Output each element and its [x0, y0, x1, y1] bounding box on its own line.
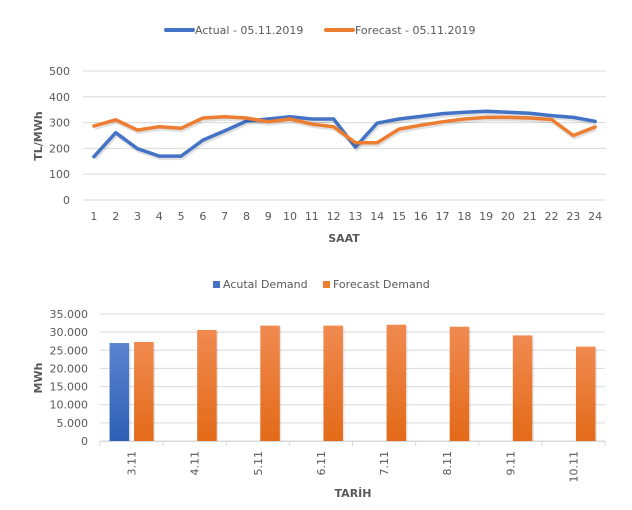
- bar-forecast-demand: [449, 326, 470, 441]
- bar-forecast-demand: [197, 329, 217, 441]
- x-tick-label: 8.11: [441, 451, 454, 476]
- line-chart-gridlines: [83, 70, 606, 201]
- x-tick-label: 23: [566, 210, 580, 223]
- y-tick-label: 10.000: [50, 399, 89, 412]
- bar-chart-y-ticks: 0 5.000 10.000 15.000 20.000 25.000 30.000 35.0…: [50, 308, 89, 448]
- y-tick-label: 0: [63, 194, 70, 207]
- x-tick-label: 2: [112, 210, 119, 223]
- x-tick-label: 20: [501, 210, 515, 223]
- x-tick-label: 7: [221, 210, 228, 223]
- bar-chart-y-axis-title: MWh: [32, 363, 45, 394]
- bar-forecast-demand: [260, 325, 280, 441]
- bar-forecast-demand: [575, 346, 596, 441]
- bar-forecast-demand: [323, 325, 343, 441]
- y-tick-label: 100: [49, 168, 70, 181]
- line-chart-series: [92, 109, 597, 161]
- y-tick-label: 300: [49, 117, 70, 130]
- x-tick-label: 17: [436, 210, 450, 223]
- x-tick-label: 3.11: [126, 451, 139, 476]
- legend-label-actual: Actual - 05.11.2019: [195, 24, 303, 37]
- x-tick-label: 14: [370, 210, 384, 223]
- legend-swatch-actual-demand: [213, 281, 220, 288]
- y-tick-label: 400: [49, 91, 70, 104]
- y-tick-label: 30.000: [50, 326, 89, 339]
- legend-label-forecast-demand: Forecast Demand: [333, 278, 430, 291]
- x-tick-label: 15: [392, 210, 406, 223]
- x-tick-label: 19: [479, 210, 493, 223]
- x-tick-label: 6.11: [315, 451, 328, 476]
- bar-chart-legend: Acutal Demand Forecast Demand: [213, 278, 430, 291]
- y-tick-label: 25.000: [50, 344, 89, 357]
- bar-chart-bars: [109, 324, 597, 441]
- x-tick-label: 5: [178, 210, 185, 223]
- demand-bar-chart: Acutal Demand Forecast Demand 0 5.000 10.0…: [32, 278, 606, 500]
- y-tick-label: 15.000: [50, 381, 89, 394]
- line-chart-legend: Actual - 05.11.2019 Forecast - 05.11.201…: [164, 24, 476, 37]
- y-tick-label: 0: [81, 435, 88, 448]
- x-tick-label: 21: [523, 210, 537, 223]
- x-tick-label: 10: [283, 210, 297, 223]
- y-tick-label: 20.000: [50, 362, 89, 375]
- line-chart-y-axis-title: TL/MWh: [32, 111, 45, 160]
- x-tick-label: 16: [414, 210, 428, 223]
- bar-actual-demand: [109, 343, 130, 441]
- x-tick-label: 3: [134, 210, 141, 223]
- legend-swatch-forecast-demand: [323, 281, 330, 288]
- x-tick-label: 12: [327, 210, 341, 223]
- price-line-chart: Actual - 05.11.2019 Forecast - 05.11.201…: [32, 24, 606, 245]
- x-tick-label: 6: [199, 210, 206, 223]
- x-tick-label: 18: [457, 210, 471, 223]
- bar-chart-x-ticks: 3.11 4.11 5.11 6.11 7.11 8.11 9.11 10.11: [99, 441, 606, 483]
- bar-forecast-demand: [386, 324, 407, 441]
- x-tick-label: 4: [156, 210, 163, 223]
- x-tick-label: 8: [243, 210, 250, 223]
- bar-forecast-demand: [134, 341, 154, 441]
- x-tick-label: 11: [305, 210, 319, 223]
- line-chart-x-axis-title: SAAT: [328, 232, 360, 245]
- bar-chart-x-axis-title: TARİH: [335, 486, 372, 500]
- x-tick-label: 5.11: [252, 451, 265, 476]
- x-tick-label: 1: [90, 210, 97, 223]
- line-chart-x-ticks: 1 2 3 4 5 6 7 8 9 10 11 12 13 14 15 16 17 18 19 20 21 22 23 24: [90, 210, 602, 223]
- x-tick-label: 9: [265, 210, 272, 223]
- line-chart-y-ticks: 0 100 200 300 400 500: [49, 65, 70, 207]
- legend-label-actual-demand: Acutal Demand: [223, 278, 308, 291]
- series-line-forecast: [92, 114, 597, 145]
- x-tick-label: 10.11: [567, 451, 580, 483]
- legend-label-forecast: Forecast - 05.11.2019: [355, 24, 476, 37]
- x-tick-label: 9.11: [504, 451, 517, 476]
- bar-forecast-demand: [512, 335, 533, 441]
- y-tick-label: 35.000: [50, 308, 89, 321]
- y-tick-label: 5.000: [57, 417, 89, 430]
- x-tick-label: 24: [588, 210, 602, 223]
- x-tick-label: 7.11: [378, 451, 391, 476]
- y-tick-label: 500: [49, 65, 70, 78]
- x-tick-label: 4.11: [189, 451, 202, 476]
- x-tick-label: 22: [545, 210, 559, 223]
- y-tick-label: 200: [49, 142, 70, 155]
- x-tick-label: 13: [348, 210, 362, 223]
